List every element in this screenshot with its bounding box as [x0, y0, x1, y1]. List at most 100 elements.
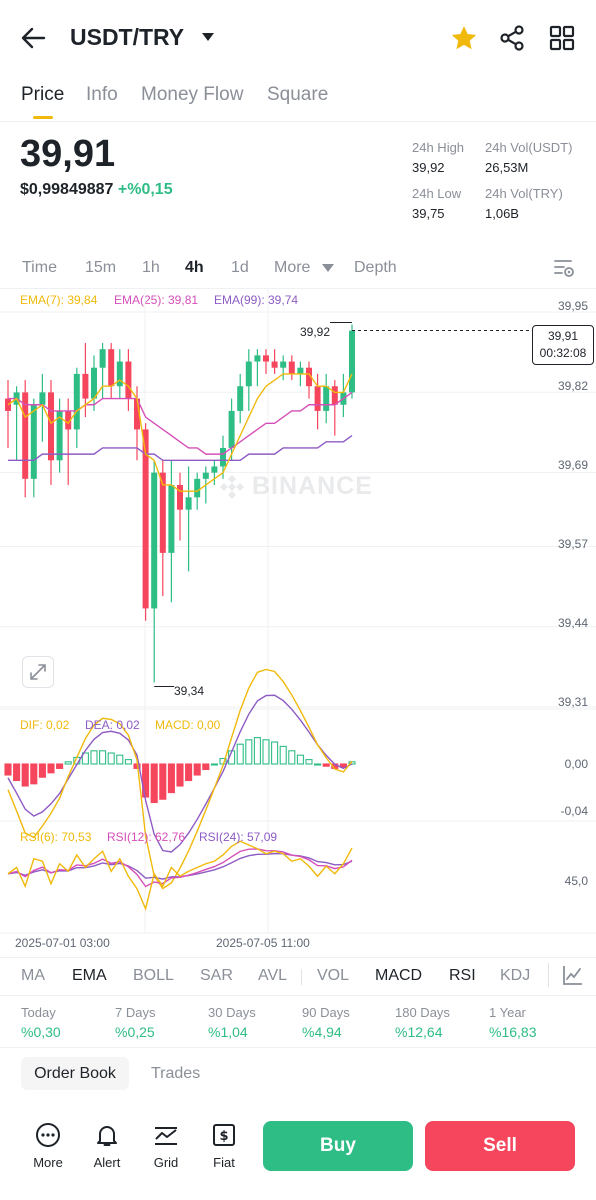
buy-button[interactable]: Buy: [263, 1121, 413, 1171]
dif-line: [7, 668, 353, 890]
pair-title[interactable]: USDT/TRY: [70, 24, 185, 50]
indicator-ema[interactable]: EMA: [72, 967, 107, 984]
candle-body: [306, 367, 312, 387]
vol-usdt-value: 26,53M: [485, 160, 529, 175]
indicator-boll[interactable]: BOLL: [133, 967, 174, 984]
grid-trading-icon: [155, 1127, 177, 1145]
tf-more[interactable]: More: [274, 259, 311, 276]
indicator-settings-icon[interactable]: [562, 964, 584, 986]
macd-histogram-bar: [99, 750, 107, 765]
tab-square[interactable]: Square: [267, 84, 329, 105]
macd-histogram-bar: [38, 763, 46, 778]
chart-settings-icon[interactable]: [553, 257, 575, 279]
candle-body: [134, 398, 140, 430]
macd-histogram-bar: [296, 754, 304, 765]
candle-body: [297, 367, 304, 374]
candle-body: [91, 367, 97, 399]
more-label: More: [33, 1155, 63, 1170]
candle-body: [22, 392, 29, 479]
tf-depth[interactable]: Depth: [354, 259, 397, 276]
more-action[interactable]: More: [18, 1120, 78, 1176]
low-value: 39,75: [412, 206, 445, 221]
caret-down-icon[interactable]: [201, 32, 215, 42]
macd-histogram-bar: [236, 743, 244, 765]
candle-body: [82, 373, 89, 399]
share-icon[interactable]: [499, 25, 525, 51]
fiat-action[interactable]: $ Fiat: [194, 1120, 254, 1176]
divider: [0, 995, 596, 996]
period-label: 90 Days: [302, 1005, 350, 1020]
candle-body: [228, 410, 235, 448]
last-price: 39,91: [20, 133, 116, 175]
alert-action[interactable]: Alert: [77, 1120, 137, 1176]
indicator-macd[interactable]: MACD: [375, 967, 423, 984]
candle-body: [237, 386, 244, 411]
grid-action[interactable]: Grid: [136, 1120, 196, 1176]
vol-usdt-label: 24h Vol(USDT): [485, 140, 573, 155]
indicator-avl[interactable]: AVL: [258, 967, 288, 984]
macd-histogram-bar: [21, 763, 29, 787]
sell-button[interactable]: Sell: [425, 1121, 575, 1171]
usd-price: $0,99849887 +%0,15: [20, 181, 173, 199]
price-axis-label: 39,82: [557, 379, 588, 393]
candle-body: [323, 386, 330, 411]
tab-info[interactable]: Info: [86, 84, 118, 105]
indicator-kdj[interactable]: KDJ: [500, 967, 531, 984]
candle-body: [211, 466, 218, 473]
tf-4h[interactable]: 4h: [185, 259, 204, 276]
macd-histogram-bar: [13, 763, 21, 782]
ema7-line: [7, 373, 353, 492]
candle-body: [73, 373, 80, 430]
period-value: %12,64: [395, 1024, 443, 1040]
rsi12-legend: RSI(12): 62,76: [107, 830, 186, 844]
candle-body: [48, 392, 54, 461]
indicator-rsi[interactable]: RSI: [449, 967, 476, 984]
tf-15m[interactable]: 15m: [85, 259, 117, 276]
tab-order-book[interactable]: Order Book: [21, 1057, 129, 1090]
kline-chart[interactable]: [0, 288, 596, 936]
macd-histogram-bar: [314, 763, 322, 766]
indicator-ma[interactable]: MA: [21, 967, 45, 984]
macd-histogram-bar: [339, 763, 347, 768]
macd-histogram-bar: [176, 763, 184, 787]
star-icon[interactable]: [450, 25, 478, 51]
candle-body: [331, 386, 338, 405]
macd-histogram-bar: [81, 752, 89, 765]
macd-histogram-bar: [305, 759, 313, 765]
period-value: %16,83: [489, 1024, 537, 1040]
usd-value: $0,99849887: [20, 181, 114, 198]
tab-trades[interactable]: Trades: [151, 1065, 201, 1082]
dif-legend: DIF: 0,02: [20, 718, 70, 732]
candle-body: [202, 472, 209, 479]
alert-label: Alert: [93, 1155, 121, 1170]
candle-body: [99, 349, 106, 368]
macd-histogram-bar: [185, 763, 193, 782]
grid-icon[interactable]: [549, 25, 575, 51]
candle-body: [220, 447, 226, 467]
indicator-divider: [301, 969, 302, 985]
candle-body: [263, 355, 269, 362]
period-label: 30 Days: [208, 1005, 256, 1020]
candle-body: [65, 410, 72, 430]
price-axis-label: 39,95: [557, 299, 588, 313]
high-mark: 39,92: [300, 325, 331, 339]
back-arrow-icon[interactable]: [20, 26, 46, 50]
tab-price[interactable]: Price: [21, 84, 65, 105]
tf-time[interactable]: Time: [22, 259, 57, 276]
tab-money-flow[interactable]: Money Flow: [141, 84, 244, 105]
watermark-text: BINANCE: [252, 472, 373, 500]
tf-1h[interactable]: 1h: [142, 259, 160, 276]
dea-legend: DEA: 0,02: [85, 718, 140, 732]
macd-histogram-bar: [322, 763, 330, 767]
more-dots-icon: [36, 1123, 60, 1147]
divider: [0, 121, 596, 122]
tf-1d[interactable]: 1d: [231, 259, 249, 276]
rsi24-legend: RSI(24): 57,09: [199, 830, 278, 844]
bell-icon: [97, 1126, 117, 1146]
indicator-sar[interactable]: SAR: [200, 967, 233, 984]
high-value: 39,92: [412, 160, 445, 175]
expand-button[interactable]: [22, 656, 54, 688]
time-axis-label: 2025-07-05 11:00: [216, 936, 310, 950]
price-axis-label: 39,57: [557, 537, 588, 551]
indicator-vol[interactable]: VOL: [317, 967, 350, 984]
